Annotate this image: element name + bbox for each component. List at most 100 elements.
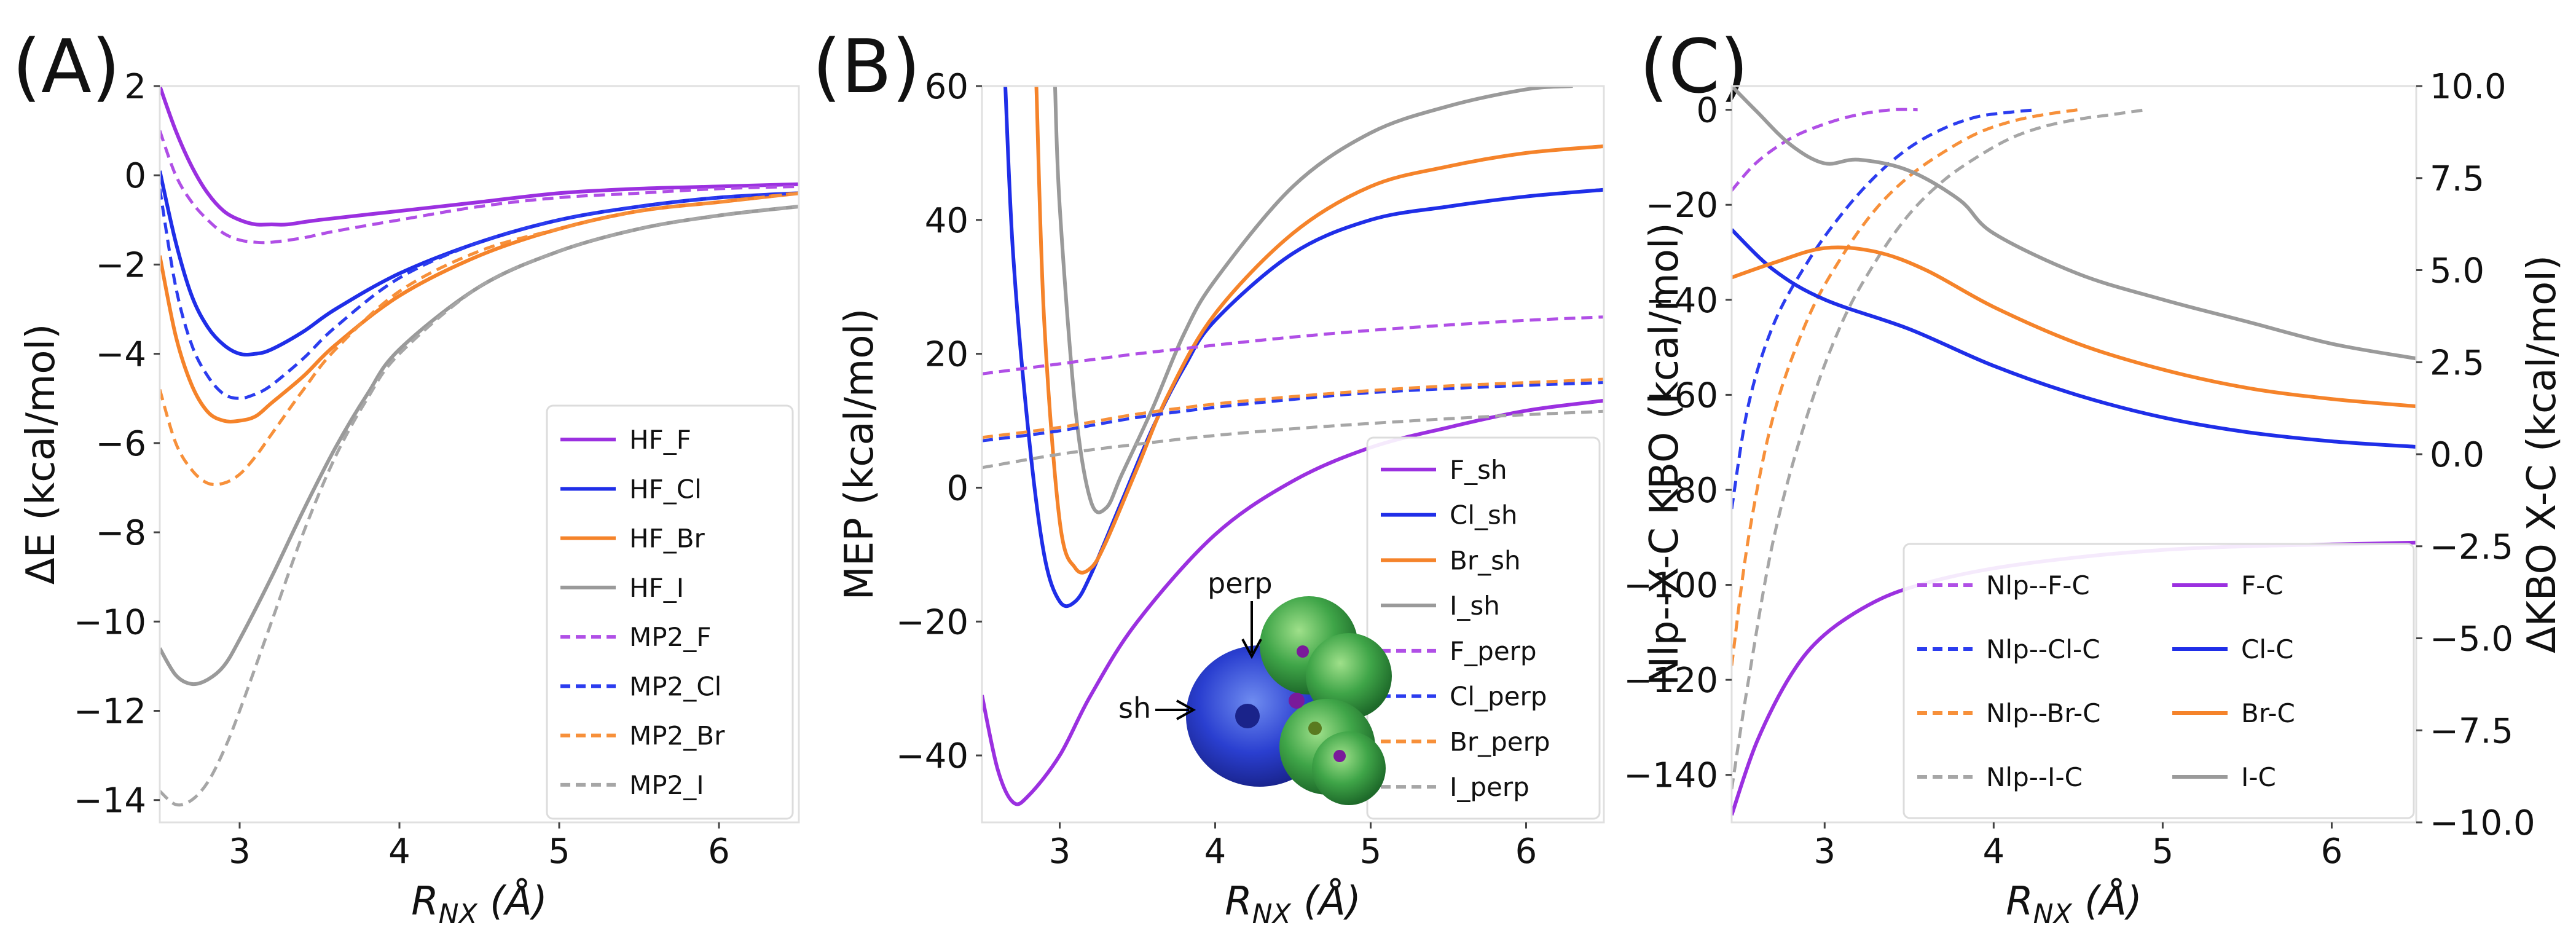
inset-electrostatic-surface-green-2 <box>1306 633 1392 719</box>
legend-frame <box>546 404 794 820</box>
inset-electrostatic-surface-green-4 <box>1312 731 1386 805</box>
x-tick-label: 5 <box>1360 832 1382 872</box>
y-tick-label: −120 <box>1624 661 1718 701</box>
legend-label-br-c: Br-C <box>2241 698 2295 728</box>
series-line-cl-perp <box>982 381 1604 443</box>
legend-label-nlp-i-c: Nlp--I-C <box>1986 762 2083 792</box>
y-right-tick-label: −5.0 <box>2430 620 2513 659</box>
legend-label-br-perp: Br_perp <box>1450 726 1550 757</box>
legend-frame <box>1903 543 2415 819</box>
inset-atom-2 <box>1289 693 1305 709</box>
y-tick-label: −2 <box>95 245 146 285</box>
y-tick-label: −6 <box>95 424 146 464</box>
legend: HF_F HF_Cl HF_Br HF_I MP2_F MP2_Cl MP2_Br MP2_I <box>546 404 794 820</box>
y-axis-label: Nlp--X-C KBO (kcal/mol) <box>1642 222 1687 686</box>
y-tick-label: −12 <box>74 691 146 731</box>
x-axis-label: RNX (Å) <box>2006 878 2142 930</box>
panel-a-axes-frame <box>159 85 800 824</box>
x-axis-label: RNX (Å) <box>411 878 548 930</box>
series-line-hf-br <box>160 191 799 423</box>
legend-label-i-c: I-C <box>2241 762 2276 792</box>
y-tick-label: −20 <box>896 602 968 642</box>
x-tick-label: 5 <box>548 832 570 872</box>
y-right-tick-label: 7.5 <box>2430 159 2484 199</box>
inset-atom-4 <box>1297 645 1309 658</box>
legend-label-mp2-br: MP2_Br <box>629 721 725 751</box>
x-tick-label: 6 <box>708 832 730 872</box>
y-tick-label: −40 <box>1646 281 1718 321</box>
y-tick-label: 0 <box>124 156 146 196</box>
x-tick-label: 5 <box>2152 832 2174 872</box>
inset-perp-label: perp <box>1208 567 1273 600</box>
x-tick-label: 6 <box>1515 832 1537 872</box>
y-right-tick-label: −2.5 <box>2430 527 2513 567</box>
legend: Nlp--F-C Nlp--Cl-C Nlp--Br-C Nlp--I-C F-C Cl-… <box>1903 543 2415 819</box>
legend-label-nlp-f-c: Nlp--F-C <box>1986 570 2090 600</box>
y-tick-label: 0 <box>946 468 968 508</box>
legend-label-hf-br: HF_Br <box>629 524 705 554</box>
inset-sh-arrowhead <box>1176 699 1196 720</box>
legend: F_sh Cl_sh Br_sh I_sh F_perp Cl_perp Br_perp I_… <box>1366 436 1601 820</box>
y-tick-label: −4 <box>95 335 146 375</box>
series-line-i-sh <box>1053 86 1573 514</box>
panel-c-chart: 3 4 5 6 −140 −120 −100 −80 −60 −40 −20 0 −10.0 −7.5 −5… <box>1624 67 2565 930</box>
legend-label-i-sh: I_sh <box>1450 591 1500 621</box>
legend-label-cl-perp: Cl_perp <box>1450 682 1547 712</box>
series-line-hf-cl <box>160 170 799 357</box>
x-tick-label: 3 <box>1813 832 1836 872</box>
series-line-br-c <box>1732 245 2416 409</box>
y-tick-label: 0 <box>1696 91 1718 131</box>
legend-label-mp2-i: MP2_I <box>629 770 704 800</box>
series-line-mp2-f <box>160 130 799 245</box>
series-line-nlp-br-c <box>1732 108 2079 666</box>
legend-label-nlp-br-c: Nlp--Br-C <box>1986 698 2100 728</box>
panel-b-chart: 3 4 5 6 −40 −20 0 20 40 60 RNX (Å) MEP (kcal/mol) F_… <box>837 67 1605 930</box>
inset-atom-3 <box>1308 722 1322 735</box>
series-line-cl-c <box>1732 228 2416 449</box>
x-tick-label: 3 <box>229 832 251 872</box>
y-axis-label: ΔE (kcal/mol) <box>18 324 64 585</box>
panel-b-plot-area <box>982 86 1604 806</box>
panel-label-a: (A) <box>12 25 120 110</box>
y-right-tick-label: 0.0 <box>2430 435 2484 475</box>
legend-label-mp2-cl: MP2_Cl <box>629 671 721 701</box>
legend-label-hf-f: HF_F <box>629 425 691 455</box>
y-axis-label-right: ΔKBO X-C (kcal/mol) <box>2519 255 2565 653</box>
x-tick-label: 4 <box>1983 832 2005 872</box>
y-tick-label: 60 <box>925 67 968 107</box>
y-tick-label: 20 <box>925 335 968 375</box>
x-tick-label: 4 <box>1204 832 1227 872</box>
y-right-tick-label: −7.5 <box>2430 711 2513 751</box>
x-axis-label: RNX (Å) <box>1225 878 1361 930</box>
series-line-nlp-cl-c <box>1732 108 2036 510</box>
legend-label-br-sh: Br_sh <box>1450 545 1521 575</box>
inset-atom-1 <box>1235 704 1260 728</box>
panel-a-chart: 3 4 5 6 −14 −12 −10 −8 −6 −4 −2 0 2 RNX (Å) ΔE (kcal/m… <box>18 67 800 930</box>
y-tick-label: −20 <box>1646 186 1718 226</box>
y-tick-label: −60 <box>1646 376 1718 415</box>
panel-a-plot-area <box>160 86 799 807</box>
y-tick-label: −80 <box>1646 471 1718 511</box>
y-tick-label: 2 <box>124 67 146 107</box>
legend-label-f-c: F-C <box>2241 570 2283 600</box>
series-line-br-perp <box>982 377 1604 439</box>
x-tick-label: 6 <box>2321 832 2343 872</box>
legend-frame <box>1366 436 1601 820</box>
series-line-hf-f <box>160 86 799 227</box>
legend-label-hf-cl: HF_Cl <box>629 474 702 504</box>
panel-b-axes-frame <box>981 85 1605 824</box>
series-line-mp2-cl <box>160 188 799 400</box>
y-right-tick-label: 10.0 <box>2430 67 2507 107</box>
series-line-nlp-f-c <box>1732 108 1918 192</box>
series-line-br-sh <box>1034 86 1604 575</box>
legend-label-cl-c: Cl-C <box>2241 634 2293 664</box>
legend-label-mp2-f: MP2_F <box>629 622 711 652</box>
legend-label-cl-sh: Cl_sh <box>1450 500 1518 530</box>
inset-sh-label: sh <box>1118 691 1151 725</box>
y-tick-label: −140 <box>1624 756 1718 796</box>
x-tick-label: 3 <box>1049 832 1071 872</box>
series-line-i-c <box>1732 86 2416 361</box>
y-axis-label: MEP (kcal/mol) <box>837 309 882 600</box>
y-tick-label: −10 <box>74 602 146 642</box>
